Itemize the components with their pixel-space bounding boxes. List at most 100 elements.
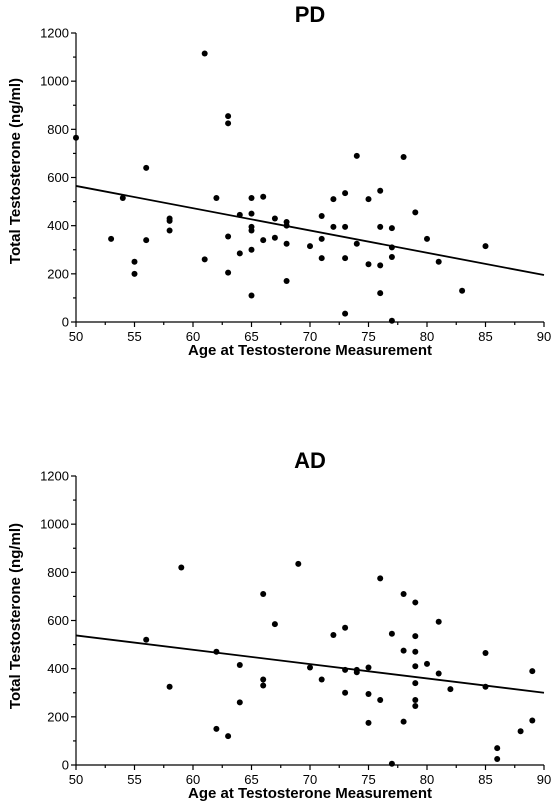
x-tick-label: 50 — [69, 329, 83, 344]
y-tick-label: 1000 — [40, 517, 69, 532]
data-point — [388, 253, 395, 260]
data-point — [260, 682, 267, 689]
x-tick-label: 80 — [420, 329, 434, 344]
data-point — [377, 187, 384, 194]
x-tick-label: 60 — [186, 772, 200, 787]
data-point — [353, 240, 360, 247]
y-tick-label: 1000 — [40, 74, 69, 89]
data-point — [494, 755, 501, 762]
data-point — [330, 223, 337, 230]
data-point — [307, 664, 313, 671]
data-point — [424, 235, 430, 242]
data-point — [377, 290, 384, 297]
chart-title: PD — [295, 2, 326, 27]
data-point — [213, 725, 220, 732]
data-point — [342, 310, 349, 317]
x-tick-label: 75 — [361, 772, 375, 787]
data-point — [447, 686, 454, 693]
data-point — [412, 648, 419, 655]
y-axis-label: Total Testosterone (ng/ml) — [7, 78, 24, 264]
data-point — [400, 154, 407, 161]
data-point — [424, 660, 430, 667]
data-points — [73, 50, 489, 324]
data-point — [377, 223, 384, 230]
data-point — [435, 670, 442, 677]
data-point — [412, 599, 419, 606]
data-point — [342, 223, 349, 230]
data-point — [236, 250, 243, 257]
y-tick-label: 200 — [47, 266, 69, 281]
data-point — [342, 689, 349, 696]
data-point — [225, 233, 232, 240]
trendline — [75, 185, 545, 276]
data-point — [365, 719, 372, 726]
x-tick-label: 75 — [361, 329, 375, 344]
chart-pd: PD Total Testosterone (ng/ml) Age at Tes… — [7, 2, 551, 359]
data-point — [166, 683, 173, 690]
data-point — [412, 680, 419, 687]
data-point — [318, 213, 325, 220]
data-point — [377, 575, 384, 582]
data-point — [225, 113, 232, 120]
data-point — [365, 261, 372, 268]
data-point — [143, 164, 150, 171]
data-point — [388, 630, 395, 637]
data-point — [330, 631, 337, 638]
data-point — [201, 256, 208, 263]
data-point — [459, 287, 466, 294]
data-point — [119, 194, 126, 201]
data-point — [365, 196, 372, 203]
y-tick-label: 400 — [47, 218, 69, 233]
data-point — [248, 246, 255, 253]
data-point — [353, 152, 360, 159]
data-point — [271, 234, 278, 241]
data-point — [225, 120, 232, 127]
data-point — [377, 262, 384, 269]
data-point — [271, 215, 278, 222]
data-point — [365, 690, 372, 697]
data-point — [388, 317, 395, 324]
data-point — [388, 760, 395, 767]
x-tick-label: 90 — [537, 772, 551, 787]
data-point — [248, 194, 255, 201]
data-point — [166, 227, 173, 234]
tick-labels: 0 200 400 600 800 1000 1200 50 55 60 65 70 75 80 85 90 — [40, 469, 551, 788]
data-point — [225, 733, 232, 740]
trendline — [75, 634, 545, 694]
y-tick-label: 800 — [47, 565, 69, 580]
data-point — [283, 278, 290, 285]
x-axis-label: Age at Testosterone Measurement — [188, 785, 432, 802]
axes — [71, 475, 545, 770]
trendline-group — [75, 634, 545, 694]
x-tick-label: 80 — [420, 772, 434, 787]
chart-ad: AD Total Testosterone (ng/ml) Age at Tes… — [7, 448, 551, 802]
data-point — [494, 745, 501, 752]
data-point — [178, 564, 185, 571]
data-point — [131, 270, 138, 277]
x-tick-label: 55 — [127, 772, 141, 787]
y-tick-label: 0 — [62, 758, 69, 773]
data-point — [412, 663, 419, 670]
data-point — [283, 240, 290, 247]
data-point — [248, 292, 255, 299]
x-tick-label: 70 — [303, 772, 317, 787]
data-point — [236, 699, 243, 706]
data-point — [143, 237, 150, 244]
tick-labels: 0 200 400 600 800 1000 1200 50 55 60 65 70 75 80 85 90 — [40, 26, 551, 345]
data-point — [412, 633, 419, 640]
data-point — [342, 624, 349, 631]
x-tick-label: 65 — [244, 772, 258, 787]
data-point — [388, 225, 395, 232]
data-point — [529, 668, 536, 675]
data-point — [318, 676, 325, 683]
data-point — [400, 647, 407, 654]
data-point — [330, 196, 337, 203]
data-point — [213, 194, 220, 201]
data-point — [412, 696, 419, 703]
data-point — [248, 210, 255, 217]
data-point — [108, 235, 115, 242]
data-point — [143, 636, 150, 643]
x-tick-label: 85 — [478, 329, 492, 344]
data-point — [318, 235, 325, 242]
data-point — [482, 650, 489, 657]
